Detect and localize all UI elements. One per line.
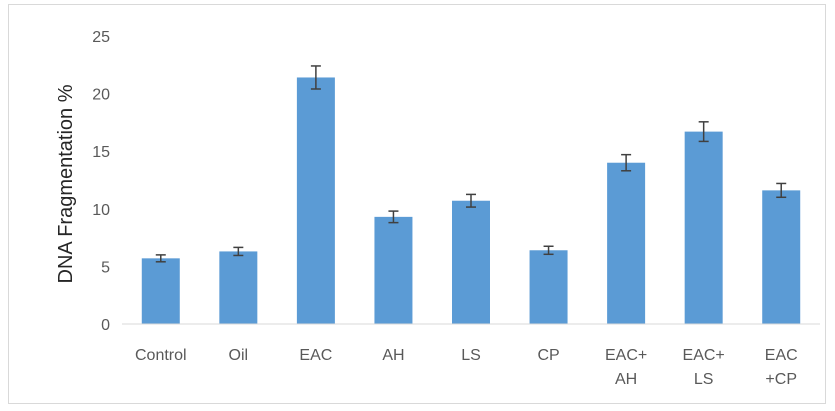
bar <box>374 216 413 324</box>
x-tick-label: EAC+ AH <box>605 347 647 388</box>
error-bar <box>233 246 244 257</box>
x-tick-label: AH <box>382 347 404 364</box>
x-tick-label: EAC+ LS <box>683 347 725 388</box>
error-bar <box>155 254 166 263</box>
x-tick-label: EAC +CP <box>765 347 798 388</box>
x-tick-label: CP <box>537 347 559 364</box>
error-bar <box>388 210 399 224</box>
x-tick-label: Control <box>135 347 187 364</box>
bar <box>684 131 723 324</box>
y-axis-ticks: 0 5 10 15 20 25 <box>92 29 110 334</box>
error-bar <box>698 121 709 143</box>
x-tick-label: Oil <box>229 347 249 364</box>
error-bar <box>310 65 321 90</box>
bar <box>762 190 801 324</box>
x-tick-label: LS <box>461 347 481 364</box>
bar <box>219 251 258 324</box>
x-tick-label: EAC <box>299 347 332 364</box>
bars <box>141 77 801 324</box>
error-bar <box>776 182 787 199</box>
bar <box>529 250 568 324</box>
y-tick-label: 25 <box>92 29 110 46</box>
x-axis-ticks: Control Oil EAC AH LS CP EAC+ AH EAC+ LS EAC +CP <box>135 347 798 388</box>
y-axis-title: DNA Fragmentation % <box>55 84 77 283</box>
bar <box>607 162 646 324</box>
bar <box>141 258 180 324</box>
y-tick-label: 0 <box>101 317 110 334</box>
chart-frame <box>8 4 826 404</box>
bar <box>296 77 335 324</box>
error-bar <box>543 245 554 256</box>
y-tick-label: 20 <box>92 87 110 104</box>
error-bars <box>155 65 787 263</box>
y-tick-label: 15 <box>92 144 110 161</box>
bar <box>452 200 490 324</box>
error-bar <box>466 193 476 208</box>
y-tick-label: 10 <box>92 202 110 219</box>
error-bar <box>621 153 632 172</box>
y-tick-label: 5 <box>101 259 110 276</box>
